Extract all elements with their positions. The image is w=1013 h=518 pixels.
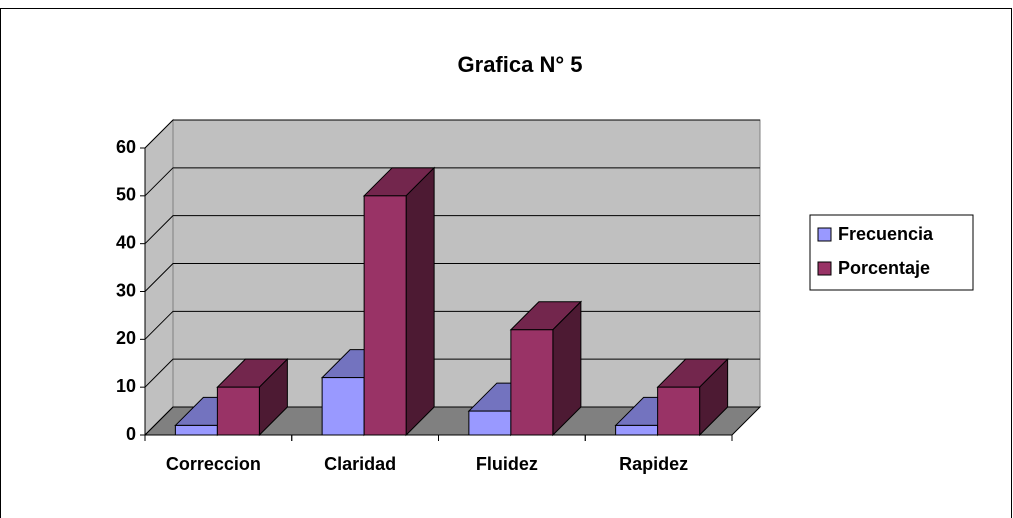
bar-side [405,166,435,437]
chart-title: Grafica N° 5 [458,52,583,77]
bar [216,386,260,436]
bar [615,424,659,436]
legend-swatch [817,227,832,242]
grid-line [144,215,760,245]
x-tick-label: Fluidez [476,454,538,474]
legend-swatch [817,261,832,276]
grid-line [144,263,760,292]
y-tick-label: 60 [116,137,136,157]
legend-box [809,214,974,291]
grid-line [144,167,760,197]
bar [657,386,701,436]
bar [321,377,365,436]
y-tick-label: 0 [126,424,136,444]
legend-label: Frecuencia [838,224,934,244]
legend-label: Porcentaje [838,258,930,278]
bar [510,329,554,436]
y-tick-label: 10 [116,376,136,396]
bar [468,410,512,436]
bar [174,424,218,436]
y-tick-label: 20 [116,328,136,348]
grid-line [144,119,760,149]
y-tick-label: 40 [116,232,136,252]
y-tick-label: 30 [116,280,136,300]
y-tick-label: 50 [116,185,136,205]
x-tick-label: Claridad [324,454,396,474]
bar [363,195,407,436]
x-tick-label: Correccion [166,454,261,474]
x-tick-label: Rapidez [619,454,688,474]
